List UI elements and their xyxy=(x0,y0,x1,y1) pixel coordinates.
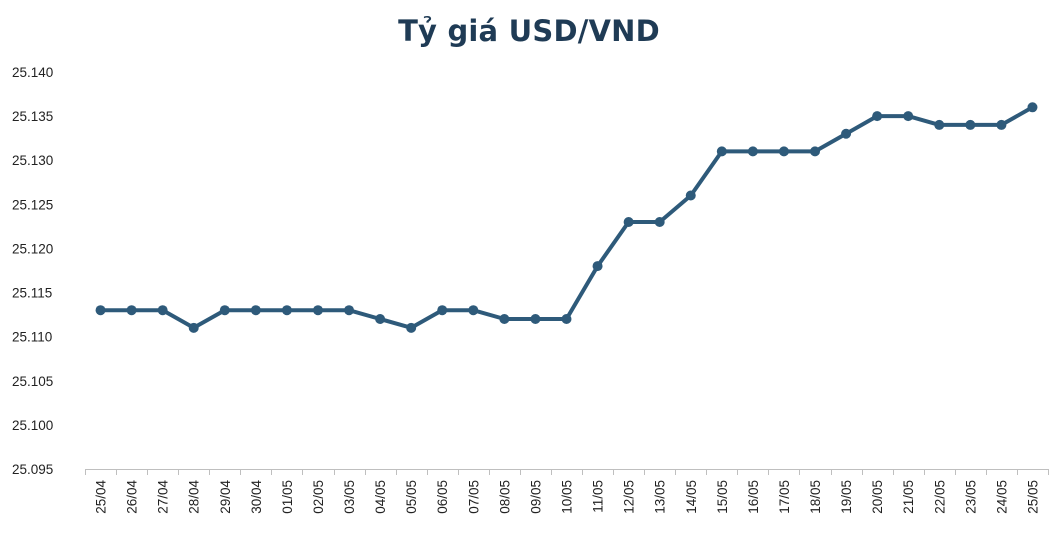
y-tick-label: 25.100 xyxy=(12,418,53,433)
x-tick-label: 01/05 xyxy=(280,480,295,514)
y-tick-label: 25.125 xyxy=(12,197,53,212)
data-point xyxy=(561,314,572,325)
y-tick-label: 25.110 xyxy=(12,330,52,345)
data-point xyxy=(126,305,137,316)
data-point xyxy=(592,261,603,272)
data-point xyxy=(747,146,758,157)
data-point xyxy=(810,146,821,157)
data-point xyxy=(157,305,168,316)
data-point xyxy=(903,111,914,122)
x-tick-label: 23/05 xyxy=(963,480,978,514)
data-point xyxy=(872,111,883,122)
data-point xyxy=(437,305,448,316)
data-point xyxy=(312,305,323,316)
y-tick-label: 25.130 xyxy=(12,153,53,168)
data-point xyxy=(499,314,510,325)
x-axis-ticks: 25/04 26/04 27/04 28/04 29/04 30/04 01/05 02/05… xyxy=(94,480,1041,514)
x-tick-label: 26/04 xyxy=(125,480,140,514)
x-tick-label: 06/05 xyxy=(435,480,450,514)
x-tick-label: 29/04 xyxy=(218,480,233,514)
data-point xyxy=(344,305,355,316)
data-point xyxy=(250,305,261,316)
data-point xyxy=(219,305,230,316)
data-point xyxy=(996,119,1007,130)
x-tick-label: 07/05 xyxy=(466,480,481,514)
x-tick-label: 11/05 xyxy=(591,480,606,513)
x-tick-label: 20/05 xyxy=(870,480,885,514)
y-tick-label: 25.105 xyxy=(12,374,53,389)
x-tick-label: 12/05 xyxy=(622,480,637,514)
y-tick-label: 25.095 xyxy=(12,462,53,477)
y-tick-label: 25.140 xyxy=(12,65,53,80)
data-point xyxy=(95,305,106,316)
x-tick-label: 04/05 xyxy=(373,480,388,514)
x-tick-label: 17/05 xyxy=(777,480,792,514)
x-tick-label: 16/05 xyxy=(746,480,761,514)
x-tick-label: 21/05 xyxy=(901,480,916,514)
data-point xyxy=(375,314,386,325)
x-tick-label: 08/05 xyxy=(497,480,512,514)
x-tick-label: 09/05 xyxy=(528,480,543,514)
x-tick-label: 24/05 xyxy=(994,480,1009,514)
data-point xyxy=(934,119,945,130)
x-tick-label: 15/05 xyxy=(715,480,730,514)
x-tick-label: 27/04 xyxy=(156,480,171,514)
x-tick-label: 28/04 xyxy=(187,480,202,514)
x-tick-label: 25/05 xyxy=(1025,480,1040,514)
x-tick-label: 14/05 xyxy=(684,480,699,514)
chart-axes xyxy=(85,469,1049,475)
x-tick-label: 30/04 xyxy=(249,480,264,514)
series-group xyxy=(95,102,1038,333)
data-point xyxy=(654,216,665,227)
data-point xyxy=(281,305,292,316)
y-tick-label: 25.120 xyxy=(12,241,53,256)
y-axis-ticks: 25.095 25.100 25.105 25.110 25.115 25.120 25.1… xyxy=(12,65,53,477)
x-tick-label: 10/05 xyxy=(560,480,575,514)
x-tick-label: 19/05 xyxy=(839,480,854,514)
x-tick-label: 05/05 xyxy=(404,480,419,514)
data-point xyxy=(1027,102,1038,113)
data-point xyxy=(841,128,852,139)
x-tick-label: 13/05 xyxy=(653,480,668,514)
x-tick-label: 25/04 xyxy=(94,480,109,514)
data-point xyxy=(778,146,789,157)
data-point xyxy=(685,190,696,201)
data-point xyxy=(623,216,634,227)
data-point xyxy=(468,305,479,316)
data-point xyxy=(716,146,727,157)
y-tick-label: 25.135 xyxy=(12,109,53,124)
x-tick-label: 02/05 xyxy=(311,480,326,514)
x-tick-label: 18/05 xyxy=(808,480,823,514)
series-line xyxy=(98,105,1035,330)
data-point xyxy=(406,322,417,333)
y-tick-label: 25.115 xyxy=(12,286,52,301)
x-tick-label: 22/05 xyxy=(932,480,947,514)
data-point xyxy=(530,314,541,325)
chart-title: Tỷ giá USD/VND xyxy=(398,14,660,48)
x-tick-label: 03/05 xyxy=(342,480,357,514)
data-point xyxy=(188,322,199,333)
data-point xyxy=(965,119,976,130)
